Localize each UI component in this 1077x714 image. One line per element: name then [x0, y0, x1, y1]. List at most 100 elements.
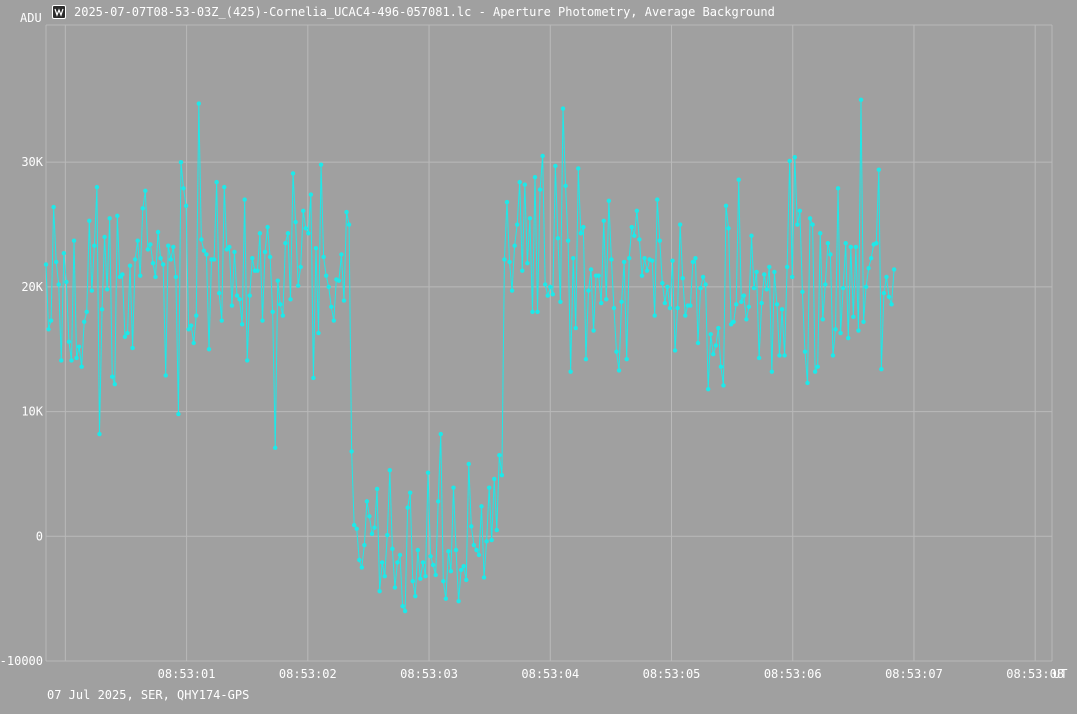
- data-point: [716, 325, 721, 331]
- data-point: [329, 304, 334, 310]
- data-point: [629, 224, 634, 230]
- data-point: [665, 284, 670, 290]
- data-point: [807, 216, 813, 221]
- data-point: [415, 547, 421, 553]
- data-point: [227, 244, 232, 250]
- data-point: [219, 318, 224, 323]
- data-point: [588, 267, 594, 272]
- x-tick-label: 08:53:02: [279, 667, 337, 681]
- data-point: [104, 287, 110, 292]
- data-point: [542, 282, 548, 287]
- data-point: [280, 313, 286, 318]
- data-point: [122, 334, 128, 339]
- data-point: [649, 258, 655, 263]
- data-point: [604, 297, 609, 302]
- data-point: [581, 224, 586, 230]
- data-point: [267, 254, 273, 260]
- data-point: [683, 313, 688, 318]
- data-point: [624, 357, 629, 362]
- data-point: [48, 318, 54, 323]
- data-point: [265, 224, 270, 230]
- data-point: [354, 526, 359, 532]
- data-point: [627, 256, 632, 261]
- data-point: [191, 340, 196, 346]
- data-point: [497, 453, 502, 458]
- data-point: [229, 303, 235, 308]
- data-point: [140, 206, 145, 211]
- data-point: [833, 327, 838, 332]
- data-point: [369, 531, 375, 536]
- data-point: [642, 256, 647, 261]
- data-point: [657, 238, 662, 243]
- data-point: [596, 273, 601, 278]
- data-point: [512, 243, 517, 248]
- data-point: [762, 272, 767, 277]
- x-tick-label: 08:53:05: [643, 667, 701, 681]
- data-point: [614, 349, 619, 354]
- data-point: [652, 313, 657, 318]
- data-point: [92, 243, 97, 248]
- data-point: [492, 476, 497, 482]
- data-point: [199, 237, 204, 242]
- data-point: [46, 327, 51, 332]
- data-point: [616, 368, 622, 373]
- data-point: [43, 262, 49, 267]
- data-point: [245, 358, 250, 363]
- data-point: [746, 304, 752, 310]
- data-point: [889, 302, 894, 307]
- data-point: [453, 547, 459, 553]
- data-point: [721, 383, 726, 388]
- data-point: [853, 244, 859, 250]
- data-point: [611, 305, 617, 311]
- data-point: [201, 248, 207, 253]
- data-point: [270, 309, 275, 315]
- data-point: [637, 237, 642, 242]
- data-point: [708, 332, 713, 337]
- data-point: [751, 285, 757, 291]
- data-point: [357, 557, 362, 563]
- data-point: [171, 244, 176, 250]
- y-tick-label: -10000: [0, 654, 43, 668]
- data-point: [565, 238, 571, 243]
- data-point: [400, 603, 405, 609]
- data-point: [507, 259, 512, 265]
- data-point: [744, 317, 749, 322]
- data-point: [82, 319, 87, 324]
- data-point: [537, 187, 543, 192]
- data-point: [461, 564, 466, 569]
- data-point: [621, 259, 627, 265]
- data-point: [99, 307, 105, 312]
- data-point: [79, 364, 84, 369]
- data-point: [843, 241, 848, 246]
- data-point: [359, 565, 365, 570]
- data-point: [525, 260, 530, 266]
- data-point: [155, 229, 161, 235]
- data-point: [856, 328, 861, 333]
- data-point: [851, 314, 856, 320]
- data-point: [828, 252, 833, 257]
- data-point: [782, 353, 787, 358]
- data-point: [555, 236, 561, 241]
- footer-info: 07 Jul 2025, SER, QHY174-GPS: [47, 688, 250, 702]
- x-tick-label: 08:53:03: [400, 667, 458, 681]
- data-point: [670, 258, 675, 263]
- data-point: [568, 369, 573, 374]
- data-point: [576, 166, 581, 171]
- data-point: [672, 348, 678, 353]
- data-point: [372, 525, 377, 530]
- data-point: [848, 244, 853, 250]
- series-line: [45, 99, 895, 612]
- data-point: [448, 569, 454, 574]
- data-point: [800, 289, 805, 295]
- data-point: [451, 485, 456, 490]
- data-point: [349, 449, 354, 454]
- data-point: [823, 282, 828, 287]
- data-point: [395, 560, 400, 565]
- window-title: 2025-07-07T08-53-03Z_(425)-Cornelia_UCAC…: [74, 5, 775, 19]
- data-point: [222, 184, 227, 190]
- lightcurve-app-icon[interactable]: [52, 5, 66, 19]
- data-point: [688, 303, 693, 308]
- data-point: [599, 300, 604, 306]
- data-point: [374, 486, 380, 492]
